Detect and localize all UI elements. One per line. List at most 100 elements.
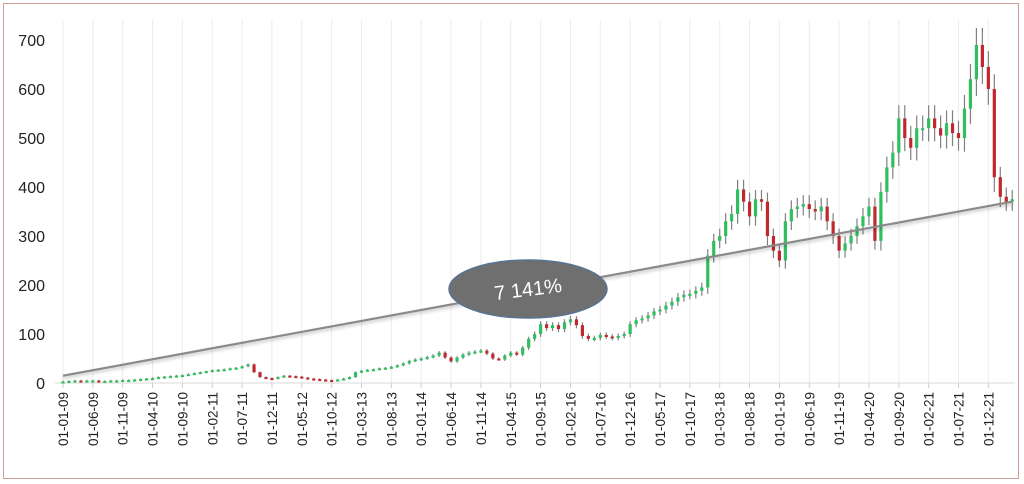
candle xyxy=(825,197,829,231)
candle-body xyxy=(706,255,710,288)
candle-body xyxy=(897,118,901,153)
candle xyxy=(616,333,620,341)
candle-body xyxy=(903,118,907,138)
candle xyxy=(180,374,184,378)
candle xyxy=(753,190,758,226)
x-tick-label: 01-02-16 xyxy=(563,392,578,446)
candle-body xyxy=(962,108,967,138)
candle xyxy=(1004,187,1008,212)
candle-body xyxy=(156,377,161,380)
candle-body xyxy=(586,335,590,339)
candle xyxy=(144,377,149,381)
candle xyxy=(103,380,107,384)
candle-body xyxy=(264,377,268,380)
x-tick-label: 01-06-09 xyxy=(86,392,101,446)
candle xyxy=(276,376,280,380)
candle-body xyxy=(592,337,596,340)
candle-body xyxy=(980,44,984,67)
candle-body xyxy=(336,379,340,382)
candle-body xyxy=(521,347,525,355)
candle-body xyxy=(789,209,793,222)
candle xyxy=(670,297,674,310)
candle-body xyxy=(777,250,781,261)
x-tick-label: 01-11-09 xyxy=(116,392,131,445)
x-tick-label: 01-03-13 xyxy=(355,392,370,446)
candle-body xyxy=(610,336,614,339)
candle-body xyxy=(539,324,543,334)
candle-body xyxy=(497,358,501,361)
x-tick-label: 01-09-20 xyxy=(892,392,907,446)
candle-body xyxy=(646,315,650,319)
candle xyxy=(479,349,483,354)
candle-body xyxy=(992,89,996,178)
candle-body xyxy=(676,297,680,302)
candle-body xyxy=(210,370,214,373)
candle xyxy=(497,357,501,361)
candle xyxy=(986,51,990,105)
candle xyxy=(270,377,274,381)
candle xyxy=(909,125,913,161)
candle-body xyxy=(837,236,841,251)
candle xyxy=(562,319,567,333)
candle-body xyxy=(168,376,173,379)
candle xyxy=(306,376,310,380)
candle-body xyxy=(419,358,423,361)
candle xyxy=(873,197,877,250)
candle-body xyxy=(950,123,955,134)
candle xyxy=(383,367,387,370)
candle-body xyxy=(956,133,961,138)
candle-body xyxy=(413,359,417,362)
candle xyxy=(413,358,417,363)
candle xyxy=(443,351,447,360)
candle-body xyxy=(67,381,71,384)
candle xyxy=(712,233,716,263)
candle xyxy=(515,351,519,357)
candle xyxy=(598,332,602,341)
candle xyxy=(341,377,346,381)
x-axis: 01-01-09 01-06-09 01-11-09 01-04-10 01-09-10… xyxy=(55,382,1015,446)
candle-body xyxy=(974,44,979,80)
candle-body xyxy=(562,322,567,330)
candle-body xyxy=(258,372,262,378)
candle-body xyxy=(359,370,364,373)
candle-body xyxy=(252,364,256,373)
candle xyxy=(509,351,513,358)
candle xyxy=(658,305,662,316)
candle-body xyxy=(276,377,280,380)
candle xyxy=(234,367,238,370)
candle xyxy=(240,365,244,369)
candle xyxy=(640,315,644,324)
candle-body xyxy=(550,325,555,329)
candle-body xyxy=(1004,196,1008,202)
candle xyxy=(252,363,256,374)
candle-body xyxy=(664,305,668,310)
candle xyxy=(73,379,77,383)
candle-body xyxy=(288,375,292,378)
candle xyxy=(718,228,722,249)
x-tick-label: 01-12-21 xyxy=(981,392,996,446)
candle xyxy=(168,375,173,379)
candle-body xyxy=(455,357,459,362)
candle xyxy=(980,27,984,84)
candle xyxy=(700,282,704,296)
candle-body xyxy=(312,378,316,381)
candle xyxy=(264,376,268,380)
candle-body xyxy=(861,216,865,227)
candle xyxy=(938,115,943,149)
candle-body xyxy=(294,376,298,379)
x-tick-label: 01-05-12 xyxy=(295,392,310,446)
candle-body xyxy=(718,236,722,241)
candle-body xyxy=(730,213,734,222)
candle-body xyxy=(544,324,549,329)
candle-body xyxy=(318,379,322,382)
candle xyxy=(801,195,805,216)
candle-body xyxy=(509,352,513,356)
candle xyxy=(694,286,698,299)
candle xyxy=(783,213,787,269)
candle-body xyxy=(753,199,758,217)
candle xyxy=(592,335,596,342)
candle xyxy=(186,373,190,377)
candle xyxy=(115,379,119,383)
candle xyxy=(891,141,895,179)
candle-body xyxy=(873,206,877,241)
